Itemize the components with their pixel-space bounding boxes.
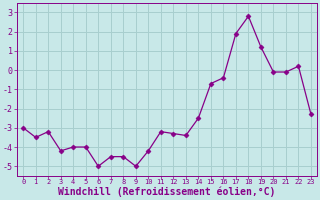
X-axis label: Windchill (Refroidissement éolien,°C): Windchill (Refroidissement éolien,°C) xyxy=(58,187,276,197)
